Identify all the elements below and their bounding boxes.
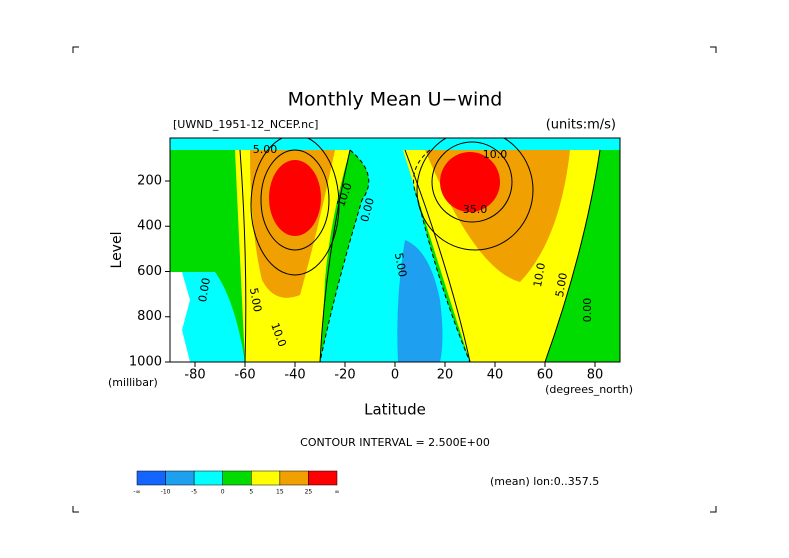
x-tick-label: -20 <box>334 368 355 383</box>
colorbar-box <box>193 470 223 486</box>
y-units: (millibar) <box>108 376 158 389</box>
contour-label: 10.0 <box>483 148 508 161</box>
corner-marks <box>72 46 717 513</box>
colorbar-label: 25 <box>305 489 313 496</box>
colorbar-label: -∞ <box>133 489 140 496</box>
y-tick-label: 1000 <box>129 355 162 370</box>
colorbar-box <box>279 470 309 486</box>
y-tick-label: 400 <box>137 219 162 234</box>
colorbar-box <box>222 470 252 486</box>
chart-title: Monthly Mean U−wind <box>288 89 503 111</box>
x-tick-label: 60 <box>537 368 554 383</box>
subtitle-left: [UWND_1951-12_NCEP.nc] <box>173 118 318 131</box>
x-units: (degrees_north) <box>545 383 633 396</box>
x-tick-label: 40 <box>487 368 504 383</box>
contour-label: 5.00 <box>253 143 278 156</box>
contour-label: 0.00 <box>358 196 377 223</box>
x-tick-label: 80 <box>587 368 604 383</box>
colorbar-box <box>165 470 195 486</box>
colorbar-label: 0 <box>221 489 225 496</box>
y-axis-label: Level <box>109 232 125 269</box>
contour-label: 10.0 <box>531 262 548 288</box>
contour-label: 5.00 <box>553 272 570 298</box>
colorbar-box <box>251 470 281 486</box>
colorbar-label: 15 <box>276 489 284 496</box>
colorbar-label: 5 <box>249 489 253 496</box>
colorbar-box <box>136 470 166 486</box>
contour-fill <box>170 138 620 362</box>
x-tick-label: -80 <box>184 368 205 383</box>
annotation: (mean) lon:0..357.5 <box>490 475 599 488</box>
contour-label: 0.00 <box>581 298 594 323</box>
contour-label: 5.00 <box>392 252 409 278</box>
contour-label: 35.0 <box>463 203 488 216</box>
colorbar-label: ∞ <box>335 489 340 496</box>
x-axis-label: Latitude <box>364 401 426 419</box>
contour-label: 5.00 <box>247 287 264 313</box>
y-tick-label: 800 <box>137 309 162 324</box>
x-tick-label: -40 <box>284 368 305 383</box>
contour-interval: CONTOUR INTERVAL = 2.500E+00 <box>300 436 490 449</box>
y-tick-label: 600 <box>137 264 162 279</box>
x-tick-label: 20 <box>437 368 454 383</box>
subtitle-right: (units:m/s) <box>546 118 616 133</box>
colorbar-box <box>308 470 338 486</box>
x-tick-label: -60 <box>234 368 255 383</box>
contour-label: 0.00 <box>196 277 213 303</box>
colorbar-label: -10 <box>161 489 171 496</box>
x-tick-label: 0 <box>391 368 399 383</box>
colorbar-label: -5 <box>191 489 197 496</box>
y-tick-label: 200 <box>137 173 162 188</box>
